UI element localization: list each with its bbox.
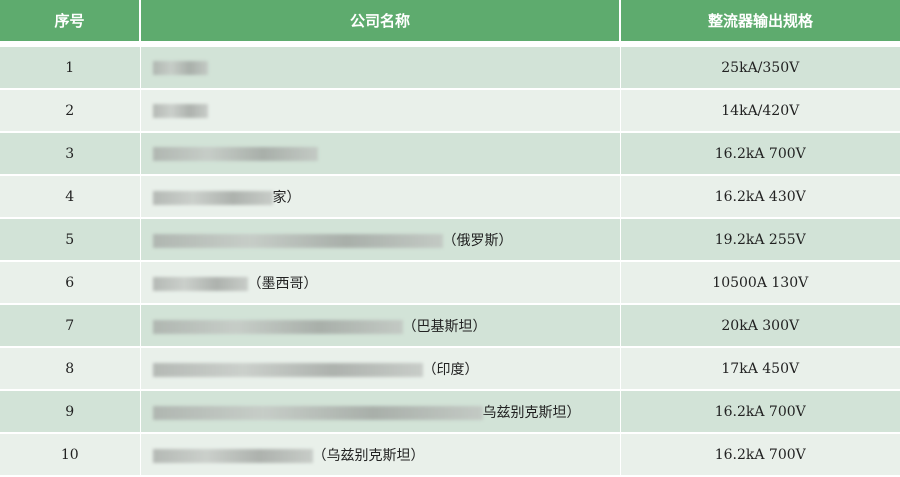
row-spec: 25kA/350V [620,46,900,90]
row-company: （墨西哥） [140,261,621,305]
row-index: 7 [0,304,141,348]
row-company: （俄罗斯） [140,218,621,262]
row-spec: 14kA/420V [620,89,900,133]
company-suffix: 家） [272,189,301,206]
table-row: 3 16.2kA 700V [0,132,900,176]
row-index: 6 [0,261,141,305]
row-spec: 10500A 130V [620,261,900,305]
company-suffix: （乌兹别克斯坦） [312,447,425,464]
company-suffix: （印度） [422,361,479,378]
table-row: 5 （俄罗斯） 19.2kA 255V [0,218,900,262]
row-index: 9 [0,390,141,434]
blurred-company-name [152,103,208,118]
row-index: 8 [0,347,141,391]
table-row: 8 （印度） 17kA 450V [0,347,900,391]
table-header: 序号 公司名称 整流器输出规格 [0,0,900,41]
row-index: 2 [0,89,141,133]
table-row: 7 （巴基斯坦） 20kA 300V [0,304,900,348]
table-row: 10 （乌兹别克斯坦） 16.2kA 700V [0,433,900,477]
row-spec: 16.2kA 430V [620,175,900,219]
row-index: 10 [0,433,141,477]
row-company: （印度） [140,347,621,391]
blurred-company-name [152,448,313,463]
row-spec: 16.2kA 700V [620,433,900,477]
table-row: 9 乌兹别克斯坦） 16.2kA 700V [0,390,900,434]
company-suffix: 乌兹别克斯坦） [482,404,581,421]
table-row: 1 25kA/350V [0,46,900,90]
blurred-company-name [152,362,423,377]
blurred-company-name [152,60,208,75]
row-spec: 20kA 300V [620,304,900,348]
header-index: 序号 [0,0,141,41]
row-index: 5 [0,218,141,262]
table-row: 4 家） 16.2kA 430V [0,175,900,219]
company-suffix: （巴基斯坦） [402,318,487,335]
row-company [140,89,621,133]
row-company: 家） [140,175,621,219]
row-company: （巴基斯坦） [140,304,621,348]
row-spec: 19.2kA 255V [620,218,900,262]
table-row: 2 14kA/420V [0,89,900,133]
row-spec: 17kA 450V [620,347,900,391]
row-company [140,132,621,176]
blurred-company-name [152,190,273,205]
row-company: （乌兹别克斯坦） [140,433,621,477]
blurred-company-name [152,233,443,248]
row-index: 1 [0,46,141,90]
header-spec: 整流器输出规格 [620,0,900,41]
row-spec: 16.2kA 700V [620,390,900,434]
row-index: 3 [0,132,141,176]
blurred-company-name [152,146,318,161]
table-row: 6 （墨西哥） 10500A 130V [0,261,900,305]
blurred-company-name [152,276,248,291]
row-company [140,46,621,90]
company-suffix: （俄罗斯） [442,232,513,249]
blurred-company-name [152,319,403,334]
company-suffix: （墨西哥） [247,275,318,292]
blurred-company-name [152,405,483,420]
row-index: 4 [0,175,141,219]
row-spec: 16.2kA 700V [620,132,900,176]
header-company: 公司名称 [140,0,621,41]
row-company: 乌兹别克斯坦） [140,390,621,434]
